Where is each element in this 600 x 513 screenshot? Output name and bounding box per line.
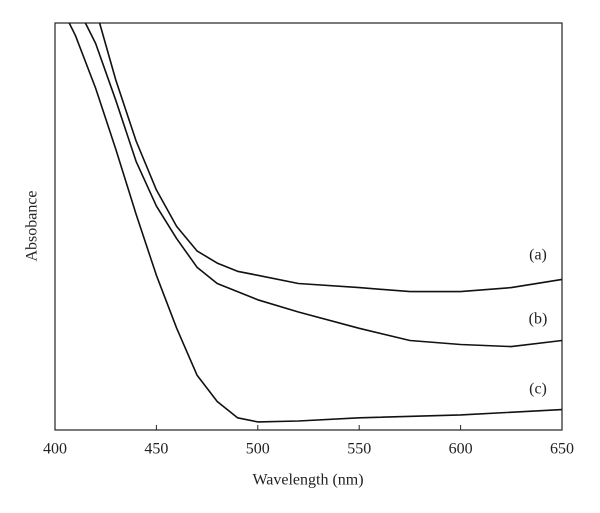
x-tick-label: 550: [347, 441, 371, 458]
y-axis-label: Absobance: [24, 190, 41, 261]
series-label: (a): [529, 247, 547, 264]
x-tick-label: 600: [449, 441, 473, 458]
data-line: [98, 22, 563, 293]
x-axis-label: Wavelength (nm): [252, 472, 363, 489]
series-label: (b): [529, 311, 548, 328]
x-tick-label: 400: [43, 441, 67, 458]
data-line: [68, 22, 563, 423]
x-tick-label: 450: [144, 441, 168, 458]
series-label: (c): [529, 381, 547, 398]
x-tick-label: 650: [550, 441, 574, 458]
x-tick-label: 500: [246, 441, 270, 458]
data-line: [84, 22, 563, 348]
plot-frame: [54, 22, 563, 431]
